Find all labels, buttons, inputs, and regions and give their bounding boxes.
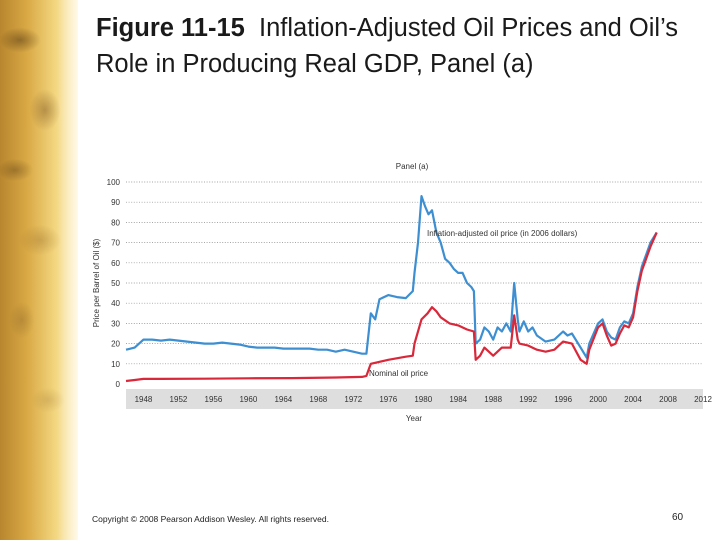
sidebar-fade <box>58 0 98 540</box>
y-axis-label: Price per Barrel of Oil ($) <box>92 238 101 327</box>
annotation-inflation-adjusted: Inflation-adjusted oil price (in 2006 do… <box>427 229 578 238</box>
series-line-inflation-adjusted <box>125 195 658 359</box>
x-tick-label: 1964 <box>274 395 292 404</box>
y-tick-labels: 0 10 20 30 40 50 60 70 80 90 100 <box>107 178 121 389</box>
x-tick-labels: 1948 1952 1956 1960 1964 1968 1972 1976 1980 1984… <box>135 395 713 404</box>
x-tick-label: 1968 <box>309 395 327 404</box>
y-tick-label: 90 <box>111 198 120 207</box>
chart-title: Panel (a) <box>396 162 429 171</box>
x-tick-label: 1992 <box>519 395 537 404</box>
page-number: 60 <box>672 512 684 523</box>
y-tick-label: 50 <box>111 279 120 288</box>
x-axis-label: Year <box>406 414 423 423</box>
x-tick-label: 1976 <box>379 395 397 404</box>
y-tick-label: 70 <box>111 239 120 248</box>
x-tick-label: 1948 <box>135 395 153 404</box>
slide-title: Figure 11-15 Inflation-Adjusted Oil Pric… <box>96 10 696 82</box>
x-tick-label: 1972 <box>344 395 362 404</box>
x-tick-label: 2000 <box>589 395 607 404</box>
y-tick-label: 10 <box>111 360 120 369</box>
annotation-nominal: Nominal oil price <box>369 369 429 378</box>
x-tick-label: 2008 <box>659 395 677 404</box>
x-tick-label: 1996 <box>554 395 572 404</box>
x-tick-label: 2004 <box>624 395 642 404</box>
slide-title-text: Inflation-Adjusted Oil Prices and Oil’s … <box>96 14 679 78</box>
y-tick-label: 20 <box>111 340 120 349</box>
slide-title-figure-number: Figure 11-15 <box>96 14 245 42</box>
y-tick-label: 30 <box>111 319 120 328</box>
x-tick-label: 2012 <box>694 395 712 404</box>
x-axis-band <box>126 389 703 409</box>
copyright-notice: Copyright © 2008 Pearson Addison Wesley.… <box>92 514 329 524</box>
x-tick-label: 1980 <box>414 395 432 404</box>
y-tick-label: 100 <box>107 178 121 187</box>
y-tick-label: 60 <box>111 259 120 268</box>
y-tick-label: 40 <box>111 299 120 308</box>
chart-grid <box>126 181 703 409</box>
chart-series <box>125 195 658 383</box>
x-tick-label: 1960 <box>239 395 257 404</box>
y-tick-label: 0 <box>116 380 121 389</box>
x-tick-label: 1988 <box>484 395 502 404</box>
x-tick-label: 1956 <box>205 395 223 404</box>
x-tick-label: 1952 <box>170 395 188 404</box>
y-tick-label: 80 <box>111 218 120 227</box>
x-tick-label: 1984 <box>449 395 467 404</box>
series-line-nominal <box>125 232 658 383</box>
